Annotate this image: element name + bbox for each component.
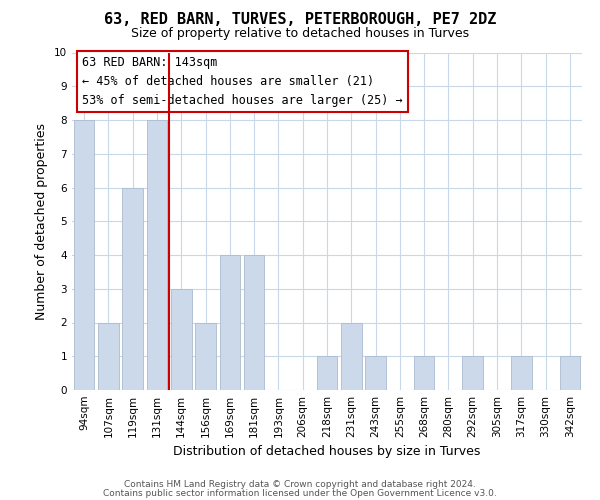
- Y-axis label: Number of detached properties: Number of detached properties: [35, 122, 49, 320]
- Text: Contains public sector information licensed under the Open Government Licence v3: Contains public sector information licen…: [103, 489, 497, 498]
- Bar: [146, 120, 167, 390]
- Bar: [414, 356, 434, 390]
- Bar: [122, 188, 143, 390]
- Bar: [560, 356, 580, 390]
- Bar: [98, 322, 119, 390]
- Bar: [365, 356, 386, 390]
- X-axis label: Distribution of detached houses by size in Turves: Distribution of detached houses by size …: [173, 446, 481, 458]
- Text: Size of property relative to detached houses in Turves: Size of property relative to detached ho…: [131, 28, 469, 40]
- Bar: [341, 322, 362, 390]
- Text: 63 RED BARN: 143sqm
← 45% of detached houses are smaller (21)
53% of semi-detach: 63 RED BARN: 143sqm ← 45% of detached ho…: [82, 56, 403, 107]
- Bar: [463, 356, 483, 390]
- Bar: [220, 255, 240, 390]
- Bar: [74, 120, 94, 390]
- Bar: [171, 289, 191, 390]
- Bar: [244, 255, 265, 390]
- Text: Contains HM Land Registry data © Crown copyright and database right 2024.: Contains HM Land Registry data © Crown c…: [124, 480, 476, 489]
- Bar: [317, 356, 337, 390]
- Bar: [195, 322, 216, 390]
- Bar: [511, 356, 532, 390]
- Text: 63, RED BARN, TURVES, PETERBOROUGH, PE7 2DZ: 63, RED BARN, TURVES, PETERBOROUGH, PE7 …: [104, 12, 496, 28]
